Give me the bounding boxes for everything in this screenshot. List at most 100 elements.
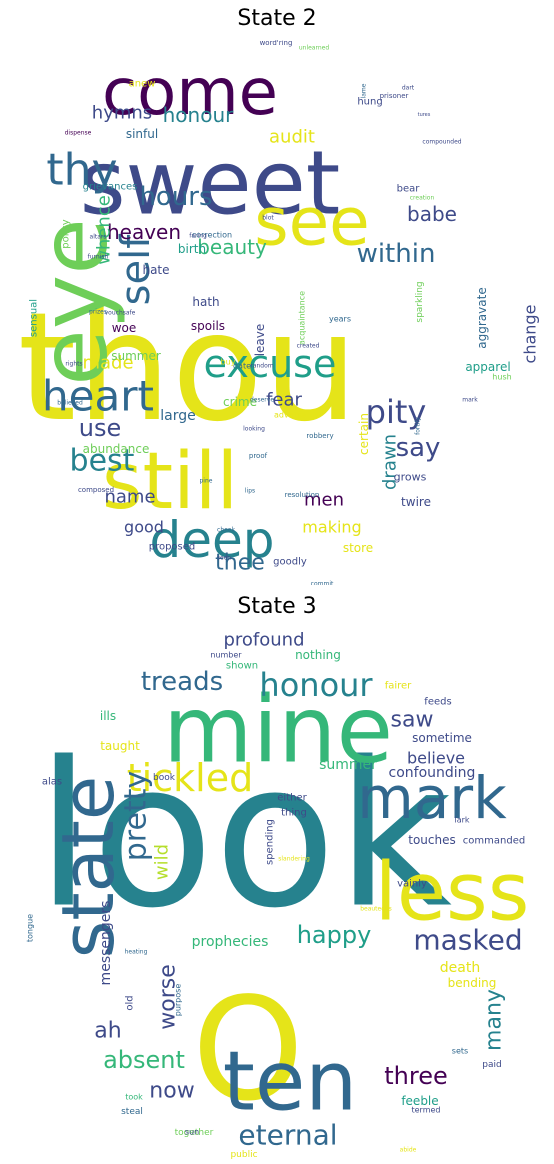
- cloud-word: store: [343, 541, 373, 555]
- cloud-word: vouchsafe: [105, 310, 136, 317]
- cloud-word: confounding: [389, 765, 476, 781]
- cloud-word: vainly: [397, 879, 427, 890]
- cloud-word: less: [375, 846, 530, 939]
- cloud-word: three: [384, 1062, 448, 1090]
- cloud-word: use: [79, 414, 121, 442]
- cloud-word: mark: [357, 764, 507, 832]
- cloud-word: correction: [192, 231, 232, 240]
- cloud-word: commit: [311, 581, 334, 586]
- cloud-word: abide: [400, 1147, 417, 1154]
- cloud-word: mine: [163, 677, 393, 784]
- cloud-word: masked: [413, 924, 522, 957]
- cloud-word: believed: [57, 400, 83, 407]
- cloud-word: prophecies: [192, 934, 269, 950]
- cloud-word: fortify: [415, 417, 422, 435]
- cloud-word: adverse: [274, 411, 306, 420]
- cloud-word: say: [396, 433, 441, 463]
- cloud-word: babe: [407, 202, 457, 226]
- cloud-word: grows: [394, 471, 427, 484]
- cloud-word: dart: [402, 85, 415, 92]
- cloud-word: old: [125, 995, 136, 1010]
- cloud-word: lark: [454, 816, 469, 825]
- cloud-word: hung: [357, 97, 382, 108]
- cloud-word: faring: [189, 233, 207, 240]
- cloud-word: slandering: [278, 856, 310, 863]
- cloud-word: termed: [412, 1106, 441, 1115]
- cloud-word: apparel: [465, 360, 510, 374]
- cloud-word: hymns: [92, 103, 152, 124]
- cloud-word: summer: [319, 757, 377, 773]
- cloud-word: profound: [223, 630, 304, 651]
- cloud-word: touches: [408, 833, 456, 847]
- cloud-word: worse: [156, 964, 181, 1030]
- cloud-word: honour: [259, 666, 373, 704]
- cloud-word: still: [102, 437, 238, 527]
- cloud-word: took: [125, 1093, 143, 1102]
- cloud-word: sun: [185, 1128, 199, 1137]
- cloud-word: sometime: [412, 731, 472, 745]
- cloud-word: shown: [226, 661, 258, 672]
- cloud-word: taught: [100, 739, 140, 753]
- cloud-word: change: [521, 305, 540, 364]
- cloud-word: unlearned: [299, 45, 329, 52]
- cloud-word: sinful: [126, 127, 158, 141]
- cloud-word: ah: [94, 1019, 121, 1044]
- cloud-word: wild: [152, 844, 173, 880]
- cloud-word: pity: [366, 393, 427, 431]
- cloud-word: thee: [215, 551, 265, 576]
- cloud-word: self: [113, 234, 159, 306]
- cloud-word: robbery: [306, 432, 333, 440]
- cloud-word: best: [70, 444, 135, 479]
- cloud-word: honour: [163, 103, 235, 127]
- cloud-word: proposed: [149, 542, 196, 553]
- cloud-word: sensual: [29, 299, 40, 337]
- cloud-word: deep: [150, 511, 275, 569]
- cloud-word: number: [210, 651, 242, 660]
- cloud-word: created: [297, 343, 320, 350]
- cloud-word: audit: [269, 127, 315, 148]
- cloud-word: ills: [100, 709, 116, 723]
- cloud-word: happy: [297, 921, 372, 949]
- cloud-word: seen: [217, 555, 232, 562]
- cloud-word: buy: [221, 358, 236, 367]
- cloud-word: see: [254, 184, 370, 261]
- cloud-word: date: [233, 362, 251, 371]
- cloud-word: leave: [253, 324, 267, 357]
- cloud-word: hath: [192, 295, 219, 309]
- cloud-word: thing: [281, 808, 307, 819]
- cloud-word: come: [102, 56, 278, 130]
- cloud-word: woe: [112, 321, 137, 335]
- cloud-word: either: [277, 793, 307, 804]
- cloud-word: altars: [90, 234, 107, 241]
- cloud-word: eye: [21, 218, 128, 386]
- cloud-word: deserve: [250, 397, 274, 404]
- cloud-word: saw: [391, 708, 434, 733]
- panel-title: State 2: [237, 6, 317, 31]
- cloud-word: twire: [401, 495, 431, 509]
- cloud-word: ten: [223, 1035, 358, 1130]
- cloud-word: heaven: [107, 220, 181, 244]
- cloud-word: bending: [448, 976, 497, 990]
- cloud-word: bear: [397, 184, 421, 195]
- cloud-word: tures: [418, 112, 431, 118]
- cloud-word: drawn: [380, 434, 401, 490]
- cloud-word: word'ring: [260, 40, 293, 47]
- cloud-word: thy: [46, 145, 117, 196]
- cloud-word: men: [304, 490, 344, 511]
- cloud-word: anew: [129, 79, 156, 90]
- cloud-word: purpose: [174, 984, 183, 1017]
- cloud-word: together: [175, 1128, 214, 1138]
- cloud-word: prisoner: [380, 92, 409, 100]
- cloud-word: whence: [94, 195, 115, 265]
- cloud-word: mark: [462, 397, 478, 404]
- cloud-word: look: [36, 720, 452, 953]
- cloud-word: prizes: [89, 309, 107, 316]
- cloud-word: many: [482, 989, 507, 1051]
- cloud-word: excuse: [204, 342, 337, 386]
- cloud-word: certain: [357, 413, 371, 455]
- cloud-word: made: [82, 353, 133, 374]
- cloud-word: compounded: [422, 139, 461, 146]
- cloud-word: O: [192, 968, 304, 1133]
- cloud-word: aggravate: [475, 287, 489, 348]
- cloud-word: now: [149, 1079, 194, 1104]
